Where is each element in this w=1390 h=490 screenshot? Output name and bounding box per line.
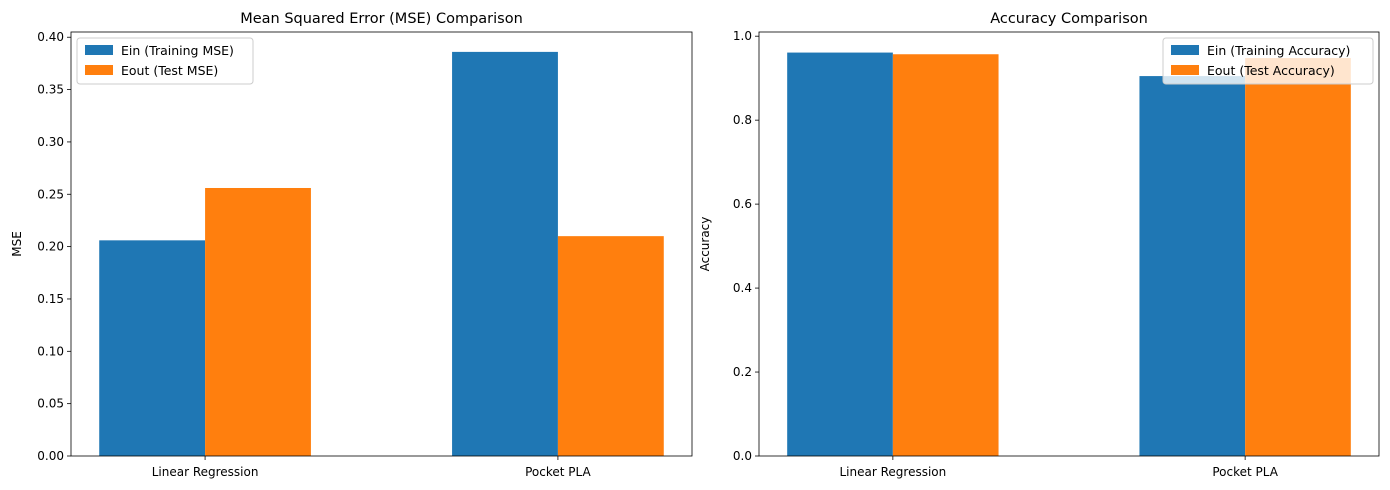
accuracy-chart-title: Accuracy Comparison <box>990 11 1148 27</box>
mse-bar-eout-0 <box>205 187 311 457</box>
accuracy-legend-label: Ein (Training Accuracy) <box>1207 43 1350 58</box>
mse-x-tick-label: Linear Regression <box>152 465 259 479</box>
accuracy-y-tick-label: 0.2 <box>733 365 752 379</box>
accuracy-y-tick-label: 0.0 <box>733 449 752 463</box>
mse-bar-eout-1 <box>557 236 664 456</box>
mse-bar-ein-1 <box>452 51 558 456</box>
mse-chart-title: Mean Squared Error (MSE) Comparison <box>240 11 523 27</box>
mse-y-tick-label: 0.05 <box>37 397 64 411</box>
mse-legend-label: Eout (Test MSE) <box>121 63 218 78</box>
mse-y-tick-label: 0.10 <box>37 344 64 358</box>
accuracy-bar-eout-1 <box>1245 58 1351 457</box>
accuracy-axes-frame <box>758 31 1380 457</box>
mse-y-tick-label: 0.30 <box>37 135 64 149</box>
accuracy-y-tick-label: 0.6 <box>733 197 752 211</box>
accuracy-y-axis-label: Accuracy <box>698 217 712 272</box>
accuracy-legend-swatch <box>1171 65 1199 75</box>
mse-y-tick-label: 0.00 <box>37 449 64 463</box>
mse-y-tick-label: 0.40 <box>37 30 64 44</box>
accuracy-y-tick-label: 0.4 <box>733 281 752 295</box>
mse-legend-swatch <box>85 45 113 55</box>
accuracy-bar-ein-1 <box>1139 76 1246 456</box>
accuracy-legend-swatch <box>1171 45 1199 55</box>
mse-y-tick-label: 0.35 <box>37 83 64 97</box>
mse-legend-box <box>76 37 254 85</box>
accuracy-legend-box <box>1162 37 1374 85</box>
mse-y-tick-label: 0.20 <box>37 240 64 254</box>
mse-legend: Ein (Training MSE) Eout (Test MSE) <box>76 37 254 85</box>
accuracy-x-tick-label: Pocket PLA <box>1212 465 1278 479</box>
accuracy-bar-ein-0 <box>787 52 893 456</box>
accuracy-chart-panel: Accuracy Comparison Accuracy 0.0 0.2 0.4 0.… <box>698 11 1380 479</box>
mse-y-tick-label: 0.25 <box>37 187 64 201</box>
mse-y-tick-label: 0.15 <box>37 292 64 306</box>
mse-chart-panel: Mean Squared Error (MSE) Comparison MSE … <box>10 11 693 479</box>
mse-axes-frame <box>70 31 693 457</box>
mse-y-axis-label: MSE <box>10 231 24 257</box>
mse-bar-ein-0 <box>99 240 206 456</box>
mse-legend-label: Ein (Training MSE) <box>121 43 234 58</box>
mse-x-tick-label: Pocket PLA <box>525 465 591 479</box>
accuracy-y-tick-label: 1.0 <box>733 29 752 43</box>
accuracy-legend: Ein (Training Accuracy) Eout (Test Accura… <box>1162 37 1374 85</box>
accuracy-bar-eout-0 <box>892 54 999 456</box>
accuracy-y-tick-label: 0.8 <box>733 113 752 127</box>
accuracy-x-tick-label: Linear Regression <box>839 465 946 479</box>
mse-legend-swatch <box>85 65 113 75</box>
accuracy-legend-label: Eout (Test Accuracy) <box>1207 63 1335 78</box>
